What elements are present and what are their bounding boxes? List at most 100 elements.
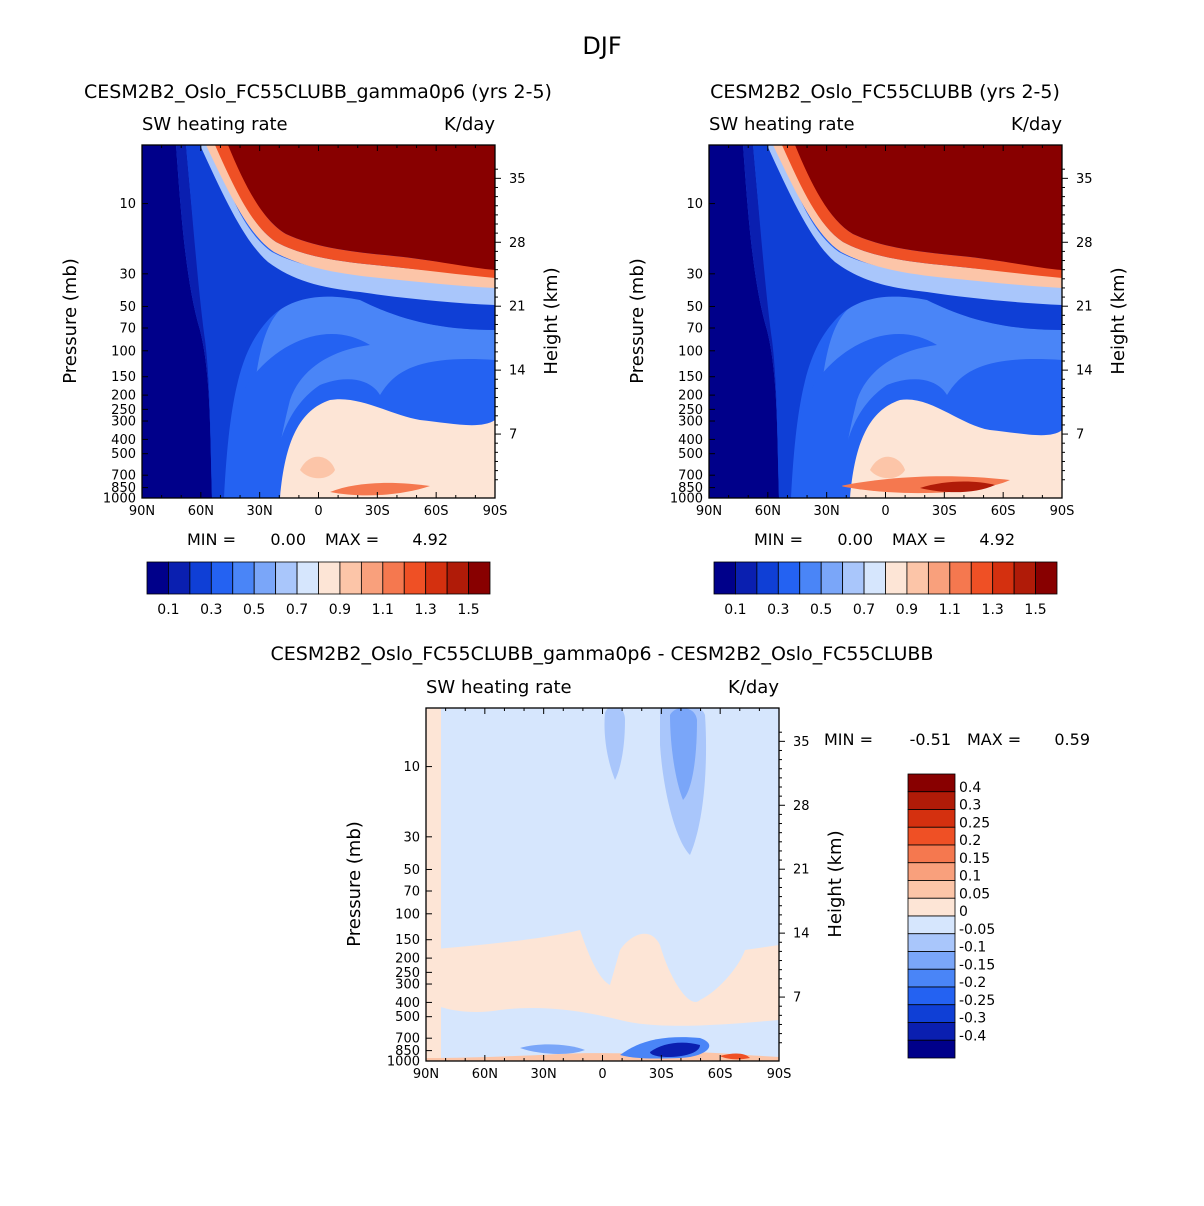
y-tick-label: 100 bbox=[111, 344, 136, 359]
y2-tick-label: 35 bbox=[793, 735, 810, 750]
colorbar-label: -0.25 bbox=[959, 993, 995, 1009]
x-tick-label: 30N bbox=[531, 1067, 557, 1082]
y2-tick-label: 14 bbox=[793, 927, 810, 942]
panel-1-min-label: MIN = bbox=[187, 530, 236, 549]
y-tick-label: 70 bbox=[403, 884, 420, 899]
y-tick-label: 250 bbox=[111, 403, 136, 418]
panel-1-fill-orange-band bbox=[215, 145, 495, 278]
colorbar-box bbox=[907, 1004, 956, 1023]
panel-1-ylabel: Pressure (mb) bbox=[60, 258, 81, 384]
colorbar-label: 0 bbox=[959, 904, 968, 920]
y-tick-label: 400 bbox=[678, 433, 703, 448]
panel-3-min-value: -0.51 bbox=[910, 730, 951, 749]
panel-2-fill-band bbox=[787, 333, 937, 498]
y2-tick-label: 28 bbox=[1076, 236, 1093, 251]
colorbar-box bbox=[885, 561, 908, 595]
panel-3-fill-cool-min bbox=[650, 1042, 700, 1057]
panel-3-max-value: 0.59 bbox=[1054, 730, 1090, 749]
y-tick-label: 1000 bbox=[670, 492, 703, 507]
panel-3-colorbar: 0.4 0.30.25 0.2 0.15 0.10.05 0 -0.05 -0.1-0.15 -… bbox=[907, 773, 995, 1059]
y2-tick-label: 7 bbox=[509, 428, 517, 443]
y-tick-label: 250 bbox=[678, 403, 703, 418]
colorbar-box bbox=[339, 561, 362, 595]
panel-2-ylabel: Pressure (mb) bbox=[627, 258, 648, 384]
panel-2-max-label: MAX = bbox=[892, 530, 946, 549]
y2-tick-label: 21 bbox=[509, 300, 526, 315]
y2-tick-label: 14 bbox=[1076, 364, 1093, 379]
colorbar-label: 0.4 bbox=[959, 780, 981, 796]
colorbar-label: 0.3 bbox=[200, 602, 222, 618]
y-tick-label: 500 bbox=[395, 1010, 420, 1025]
colorbar-label: 0.2 bbox=[959, 833, 981, 849]
y-tick-label: 200 bbox=[111, 389, 136, 404]
colorbar-label: -0.15 bbox=[959, 957, 995, 973]
y-tick-label: 300 bbox=[395, 978, 420, 993]
panel-3-x-axis: 90N 60N 30N 0 30S 60S 90S bbox=[413, 708, 792, 1082]
panel-1: CESM2B2_Oslo_FC55CLUBB_gamma0p6 (yrs 2-5… bbox=[60, 81, 562, 618]
panel-2-fill-transition bbox=[773, 145, 1062, 288]
panel-1-y2-axis: 35 28 21 14 7 bbox=[495, 168, 526, 481]
colorbar-box bbox=[842, 561, 865, 595]
x-tick-label: 90S bbox=[1050, 504, 1075, 519]
x-tick-label: 0 bbox=[314, 504, 322, 519]
colorbar-box bbox=[907, 826, 956, 846]
panel-1-y2label: Height (km) bbox=[541, 267, 562, 374]
panel-3-fill-warm-band bbox=[426, 930, 779, 1026]
colorbar-label: -0.2 bbox=[959, 975, 986, 991]
colorbar-label: 0.25 bbox=[959, 815, 990, 831]
colorbar-box bbox=[907, 933, 956, 952]
y-tick-label: 300 bbox=[111, 415, 136, 430]
panel-3-fill-cool-column-1 bbox=[604, 708, 625, 780]
y-tick-label: 1000 bbox=[103, 492, 136, 507]
panel-2-colorbar: 0.1 0.3 0.5 0.7 0.9 1.1 1.3 1.5 bbox=[713, 561, 1058, 618]
colorbar-box bbox=[907, 986, 956, 1006]
y2-tick-label: 21 bbox=[1076, 300, 1093, 315]
colorbar-label: 0.1 bbox=[724, 602, 746, 618]
x-tick-label: 30N bbox=[247, 504, 273, 519]
panel-1-field bbox=[142, 145, 495, 498]
panel-2-y2-axis: 35 28 21 14 7 bbox=[1062, 168, 1093, 481]
y-tick-label: 30 bbox=[403, 830, 420, 845]
y-tick-label: 150 bbox=[678, 370, 703, 385]
x-tick-label: 30N bbox=[814, 504, 840, 519]
colorbar-box bbox=[210, 561, 234, 595]
panel-2-fill-surface-peak bbox=[920, 481, 995, 493]
colorbar-box bbox=[146, 561, 169, 595]
panel-3-fill-cool-patch-2 bbox=[520, 1044, 585, 1054]
panel-2-fill-polar-night bbox=[709, 145, 779, 498]
colorbar-label: -0.05 bbox=[959, 922, 995, 938]
y-tick-label: 850 bbox=[111, 481, 136, 496]
colorbar-box bbox=[949, 561, 972, 595]
y-tick-label: 10 bbox=[403, 760, 420, 775]
colorbar-box bbox=[992, 561, 1015, 595]
panel-2-min-value: 0.00 bbox=[837, 530, 873, 549]
x-tick-label: 90S bbox=[767, 1067, 792, 1082]
panel-1-x-axis: 90N 60N 30N 0 30S 60S 90S bbox=[129, 145, 507, 519]
colorbar-label: 0.9 bbox=[329, 602, 351, 618]
panel-2-max-value: 4.92 bbox=[979, 530, 1015, 549]
colorbar-box bbox=[713, 561, 736, 595]
y2-tick-label: 28 bbox=[793, 799, 810, 814]
colorbar-box bbox=[232, 561, 255, 595]
colorbar-box bbox=[907, 968, 956, 988]
panel-1-fill-transition bbox=[206, 145, 495, 288]
y-tick-label: 300 bbox=[678, 415, 703, 430]
colorbar-box bbox=[907, 897, 956, 917]
y-tick-label: 400 bbox=[395, 996, 420, 1011]
y-tick-label: 100 bbox=[395, 907, 420, 922]
panel-2-fill-lower-warm bbox=[850, 399, 1062, 498]
y2-tick-label: 35 bbox=[1076, 172, 1093, 187]
colorbar-label: 0.7 bbox=[286, 602, 308, 618]
x-tick-label: 60N bbox=[472, 1067, 498, 1082]
y-tick-label: 30 bbox=[686, 267, 703, 282]
colorbar-box bbox=[863, 561, 886, 595]
y2-tick-label: 21 bbox=[793, 863, 810, 878]
panel-2-x-axis: 90N 60N 30N 0 30S 60S 90S bbox=[696, 145, 1075, 519]
panel-2-title: CESM2B2_Oslo_FC55CLUBB (yrs 2-5) bbox=[710, 81, 1060, 103]
x-tick-label: 60S bbox=[424, 504, 449, 519]
x-tick-label: 90N bbox=[413, 1067, 439, 1082]
panel-3-left-subtitle: SW heating rate bbox=[426, 677, 572, 698]
colorbar-box bbox=[1035, 561, 1058, 595]
colorbar-label: 0.5 bbox=[810, 602, 832, 618]
